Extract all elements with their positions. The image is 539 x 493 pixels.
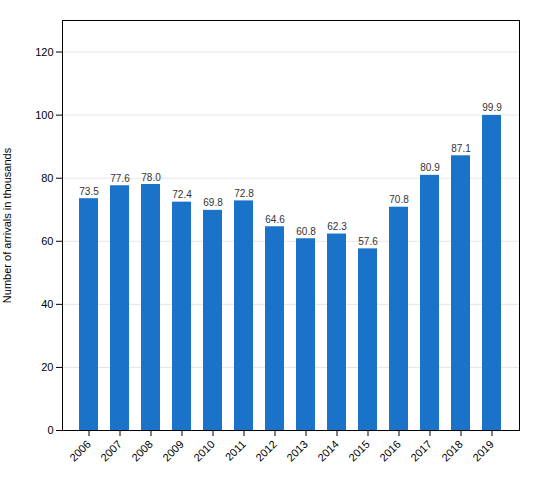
svg-text:Number of arrivals in thousand: Number of arrivals in thousands <box>1 147 13 303</box>
svg-text:80.9: 80.9 <box>420 162 440 173</box>
svg-text:20: 20 <box>41 361 53 373</box>
svg-text:78.0: 78.0 <box>141 172 161 183</box>
svg-text:2011: 2011 <box>223 438 248 463</box>
svg-text:2012: 2012 <box>253 438 279 464</box>
svg-text:62.3: 62.3 <box>327 221 347 232</box>
svg-text:72.4: 72.4 <box>172 189 192 200</box>
svg-text:77.6: 77.6 <box>110 173 130 184</box>
svg-text:57.6: 57.6 <box>358 236 378 247</box>
svg-text:2019: 2019 <box>470 438 496 464</box>
svg-text:2007: 2007 <box>98 438 124 464</box>
svg-text:2017: 2017 <box>408 438 434 464</box>
svg-text:2016: 2016 <box>377 438 403 464</box>
svg-text:72.8: 72.8 <box>234 188 254 199</box>
svg-text:120: 120 <box>35 46 53 58</box>
svg-text:40: 40 <box>41 298 53 310</box>
svg-text:60: 60 <box>41 235 53 247</box>
svg-text:73.5: 73.5 <box>79 186 99 197</box>
svg-text:2013: 2013 <box>284 438 310 464</box>
svg-text:2014: 2014 <box>315 438 341 464</box>
svg-text:69.8: 69.8 <box>203 197 223 208</box>
svg-text:64.6: 64.6 <box>265 214 285 225</box>
svg-text:0: 0 <box>47 424 53 436</box>
svg-text:2018: 2018 <box>439 438 465 464</box>
svg-text:80: 80 <box>41 172 53 184</box>
svg-text:2008: 2008 <box>129 438 155 464</box>
svg-text:2006: 2006 <box>67 438 93 464</box>
svg-text:100: 100 <box>35 109 53 121</box>
svg-text:87.1: 87.1 <box>451 143 471 154</box>
svg-text:60.8: 60.8 <box>296 226 316 237</box>
svg-text:2015: 2015 <box>346 438 372 464</box>
svg-text:70.8: 70.8 <box>389 194 409 205</box>
svg-text:99.9: 99.9 <box>482 102 502 113</box>
svg-text:2010: 2010 <box>191 438 217 464</box>
svg-text:2009: 2009 <box>160 438 186 464</box>
